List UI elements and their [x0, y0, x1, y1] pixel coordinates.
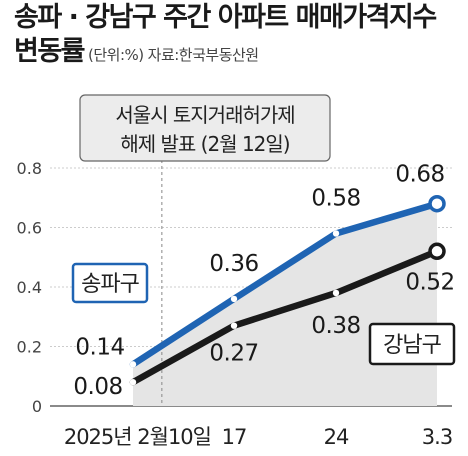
data-label: 0.58 [311, 185, 360, 211]
data-point [129, 379, 137, 386]
x-tick-label: 24 [324, 425, 349, 449]
series-name-box [368, 322, 456, 366]
data-label: 0.14 [75, 334, 124, 360]
unit-label: (단위:%) [88, 46, 144, 64]
data-label: 0.52 [405, 269, 454, 295]
x-axis: 2025년 2월10일 17 24 3.3 [64, 425, 453, 449]
x-tick-label: 2025년 2월10일 [64, 425, 211, 449]
series-line [129, 248, 441, 386]
data-point [230, 295, 238, 303]
y-tick-label: 0.2 [17, 338, 42, 357]
data-label: 0.68 [395, 162, 444, 188]
area-between-series [133, 203, 437, 406]
y-tick-label: 0.8 [17, 159, 42, 178]
data-point [332, 289, 340, 297]
y-tick-label: 0 [32, 397, 42, 416]
data-point [332, 230, 340, 237]
source-label: 자료:한국부동산원 [147, 46, 259, 64]
data-point [428, 194, 446, 213]
series-line [129, 200, 441, 368]
series-name-label: 송파구 [81, 272, 139, 297]
title-line2-row: 변동률 (단위:%) 자료:한국부동산원 [14, 38, 464, 65]
series-layer: 0.14 0.36 0.58 0.68 0.08 0.27 0.38 0.52 [73, 162, 455, 401]
data-point [428, 242, 446, 261]
y-axis: 0 0.2 0.4 0.6 0.8 [17, 159, 42, 416]
data-point [230, 322, 238, 329]
title-line2: 변동률 [14, 36, 86, 67]
data-label: 0.38 [311, 313, 360, 339]
annotation-box: 서울시 토지거래허가제 해제 발표 (2월 12일) [79, 94, 331, 162]
annotation-rect [79, 94, 331, 162]
data-label: 0.27 [209, 341, 258, 367]
x-tick-label: 3.3 [422, 425, 452, 449]
chart-title: 송파 · 강남구 주간 아파트 매매가격지수 변동률 (단위:%) 자료:한국부동산… [14, 4, 464, 65]
data-label: 0.36 [209, 251, 258, 277]
annotation-line2: 해제 발표 (2월 12일) [120, 132, 289, 156]
y-tick-label: 0.4 [17, 278, 42, 297]
series-name-label: 강남구 [383, 333, 441, 358]
series-name-box [71, 262, 149, 304]
data-label: 0.08 [73, 374, 122, 400]
title-line1: 송파 · 강남구 주간 아파트 매매가격지수 [14, 2, 437, 33]
y-tick-label: 0.6 [17, 219, 42, 238]
data-point [129, 361, 137, 368]
x-tick-label: 17 [222, 425, 247, 449]
annotation-line1: 서울시 토지거래허가제 [115, 103, 294, 127]
